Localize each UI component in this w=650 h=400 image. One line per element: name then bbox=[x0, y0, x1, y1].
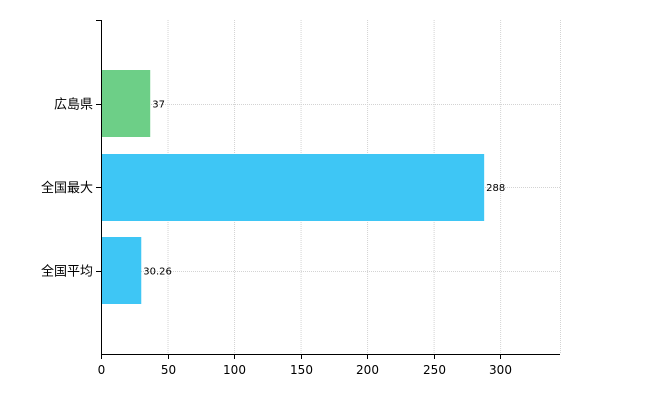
x-tick-label-200: 200 bbox=[356, 363, 379, 377]
category-label-1: 広島県 bbox=[54, 98, 93, 113]
labels: 37 広島県 288 全国最大 30.26 全国平均 0 50 100 150 200 250 300 bbox=[41, 98, 512, 378]
x-tick-label-300: 300 bbox=[489, 363, 512, 377]
x-tick-label-50: 50 bbox=[161, 363, 176, 377]
category-label-3: 全国平均 bbox=[41, 264, 93, 280]
data-label-3: 30.26 bbox=[143, 267, 172, 278]
bar-3 bbox=[101, 237, 142, 304]
data-label-2: 288 bbox=[486, 183, 505, 194]
x-tick-label-150: 150 bbox=[290, 363, 313, 377]
bar-1 bbox=[101, 70, 151, 137]
category-label-2: 全国最大 bbox=[41, 180, 93, 196]
axes bbox=[96, 20, 560, 359]
x-tick-label-0: 0 bbox=[98, 363, 106, 377]
x-tick-label-250: 250 bbox=[423, 363, 446, 377]
data-label-1: 37 bbox=[152, 100, 165, 111]
bars bbox=[101, 70, 485, 304]
bar-2 bbox=[101, 154, 485, 221]
x-tick-label-100: 100 bbox=[223, 363, 246, 377]
